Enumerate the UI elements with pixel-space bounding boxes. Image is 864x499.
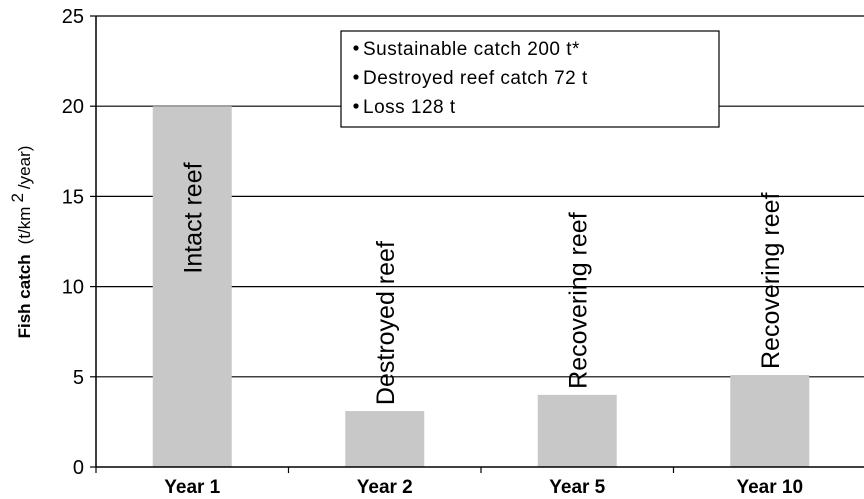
y-tick-labels: 0 5 10 15 20 25 — [62, 6, 96, 479]
annotation-box: Sustainable catch 200 t* Destroyed reef c… — [340, 30, 720, 128]
annotation-box-frame — [340, 30, 720, 128]
annotation-item: Destroyed reef catch 72 t — [363, 68, 588, 89]
bar-year-2 — [345, 411, 425, 467]
annotation-item: Sustainable catch 200 t* — [363, 39, 580, 60]
bullet-icon — [353, 74, 359, 80]
category-label: Year 10 — [736, 477, 803, 498]
annotation-item: Loss 128 t — [363, 97, 456, 118]
bar-year-10 — [730, 374, 810, 467]
category-label: Year 1 — [164, 477, 220, 498]
bar-label: Recovering reef — [757, 192, 785, 369]
bar-labels: Intact reef Destroyed reef Recovering reef… — [179, 162, 785, 405]
y-tick-label: 25 — [62, 6, 84, 28]
bar-label: Recovering reef — [564, 212, 592, 389]
y-axis-label-unit-close: /year) — [15, 146, 34, 189]
bars — [152, 106, 810, 467]
category-label: Year 5 — [549, 477, 605, 498]
y-tick-label: 5 — [73, 367, 84, 389]
bar-year-1 — [152, 106, 232, 467]
y-axis-label-bold: Fish catch — [15, 254, 34, 338]
bullet-icon — [353, 103, 359, 109]
y-tick-label: 0 — [73, 457, 84, 479]
x-tick-marks — [95, 467, 675, 473]
bullet-icon — [353, 45, 359, 51]
bar-label: Intact reef — [179, 162, 207, 273]
y-axis-label-unit-open: (t/km — [15, 207, 34, 245]
y-axis-label: Fish catch (t/km 2 /year) — [8, 146, 34, 339]
bar-year-5 — [537, 394, 617, 467]
category-label: Year 2 — [357, 477, 413, 498]
y-axis-label-unit-sup: 2 — [8, 193, 27, 202]
y-tick-label: 10 — [62, 277, 84, 299]
bar-label: Destroyed reef — [372, 241, 400, 405]
y-tick-label: 15 — [62, 186, 84, 208]
category-labels: Year 1 Year 2 Year 5 Year 10 — [164, 477, 803, 498]
y-tick-label: 20 — [62, 96, 84, 118]
